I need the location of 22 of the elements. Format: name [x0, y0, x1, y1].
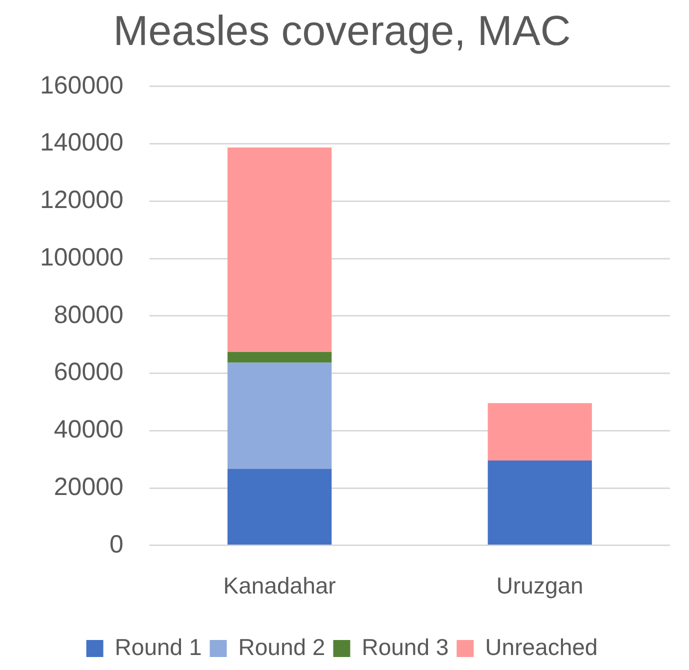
y-tick-label: 80000	[54, 300, 124, 329]
chart-title: Measles coverage, MAC	[113, 6, 571, 54]
bar	[228, 468, 332, 545]
y-tick-label: 40000	[54, 416, 124, 444]
bar	[488, 403, 592, 460]
y-tick-label: 0	[110, 530, 124, 558]
legend-label: Round 3	[362, 634, 449, 660]
x-tick-label: Uruzgan	[496, 572, 584, 599]
y-tick-label: 140000	[40, 128, 124, 157]
bar	[488, 460, 592, 545]
y-tick-label: 60000	[54, 358, 124, 386]
bar	[228, 352, 332, 363]
x-tick-label: Kanadahar	[223, 572, 336, 599]
bar	[228, 148, 332, 352]
y-tick-label: 160000	[40, 71, 124, 100]
legend-label: Round 1	[114, 634, 202, 660]
bar	[228, 362, 332, 469]
y-tick-label: 120000	[40, 186, 124, 214]
legend-label: Unreached	[485, 634, 598, 660]
y-tick-label: 20000	[54, 472, 124, 501]
legend-label: Round 2	[238, 634, 326, 660]
y-tick-label: 100000	[40, 243, 124, 272]
